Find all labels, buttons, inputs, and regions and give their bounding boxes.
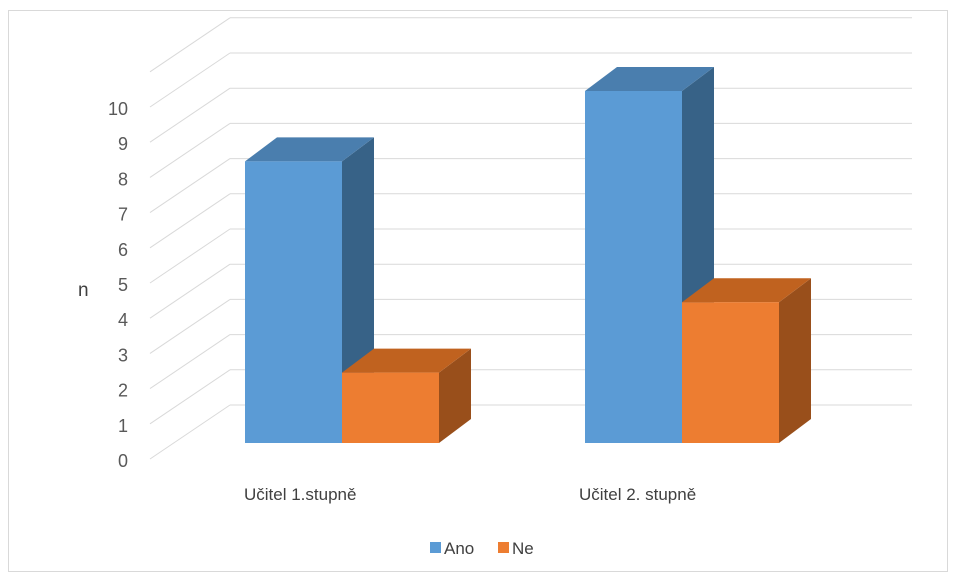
- legend-swatch-ne: [498, 542, 509, 553]
- y-tick-label: 7: [118, 205, 128, 225]
- y-tick-label: 8: [118, 169, 128, 189]
- legend-label-ne: Ne: [512, 539, 534, 558]
- gridline-diagonal: [149, 298, 231, 354]
- y-tick-label: 9: [118, 134, 128, 154]
- gridline-diagonal: [149, 193, 231, 249]
- y-tick-label: 5: [118, 275, 128, 295]
- bar-top-face: [585, 67, 714, 91]
- y-tick-label: 6: [118, 240, 128, 260]
- y-axis-title: n: [78, 280, 89, 301]
- y-axis-ticks: 0 1 2 3 4 5 6 7 8 9 10: [108, 99, 128, 471]
- bar-top-face: [342, 348, 471, 373]
- gridline-diagonal: [149, 228, 231, 284]
- y-tick-label: 3: [118, 345, 128, 365]
- gridline-diagonal: [149, 122, 231, 178]
- bar-front-face: [585, 91, 682, 443]
- bar-front-face: [342, 372, 439, 443]
- gridline-diagonal: [149, 263, 231, 319]
- gridline-diagonal: [149, 17, 231, 73]
- gridline-diagonal: [149, 158, 231, 214]
- gridline-diagonal: [149, 87, 231, 143]
- bars: [245, 67, 811, 443]
- bar-top-face: [245, 137, 374, 162]
- bar-side-face: [779, 278, 811, 443]
- legend-label-ano: Ano: [444, 539, 474, 558]
- bar-ne-2: [682, 278, 811, 443]
- x-axis-categories: Učitel 1.stupně Učitel 2. stupně: [244, 485, 696, 504]
- y-tick-label: 10: [108, 99, 128, 119]
- bar-top-face: [682, 278, 811, 303]
- bar-front-face: [245, 161, 342, 443]
- legend-swatch-ano: [430, 542, 441, 553]
- gridline-diagonal: [149, 369, 231, 425]
- bar-side-face: [439, 348, 471, 443]
- bar-ne-1: [342, 348, 471, 443]
- y-tick-label: 4: [118, 310, 128, 330]
- gridline-diagonal: [149, 334, 231, 390]
- y-tick-label: 0: [118, 451, 128, 471]
- bar-front-face: [682, 302, 779, 443]
- y-tick-label: 1: [118, 416, 128, 436]
- gridline-diagonal: [149, 52, 231, 108]
- x-category-label: Učitel 2. stupně: [579, 485, 696, 504]
- legend: Ano Ne: [430, 539, 534, 558]
- y-tick-label: 2: [118, 381, 128, 401]
- x-category-label: Učitel 1.stupně: [244, 485, 356, 504]
- gridline-diagonal: [149, 404, 231, 460]
